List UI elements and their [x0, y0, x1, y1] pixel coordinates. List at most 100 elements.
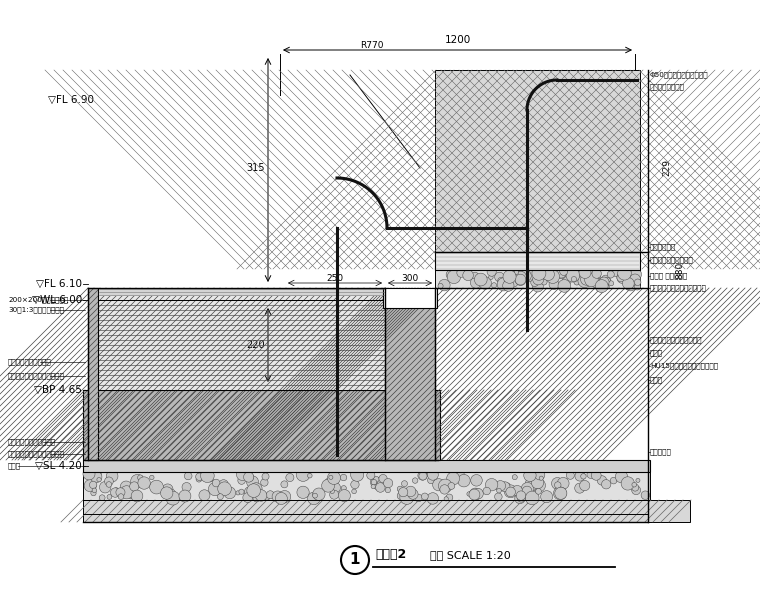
Circle shape: [625, 275, 631, 281]
Circle shape: [350, 468, 364, 481]
Circle shape: [566, 471, 575, 479]
Circle shape: [138, 477, 150, 489]
Text: 30厚1:3水泥砂浆找平层: 30厚1:3水泥砂浆找平层: [8, 307, 64, 313]
Circle shape: [281, 481, 288, 488]
Circle shape: [522, 486, 532, 496]
Circle shape: [208, 477, 213, 482]
Circle shape: [130, 482, 139, 491]
Text: 动生产厂家到测制: 动生产厂家到测制: [650, 84, 685, 90]
Circle shape: [373, 476, 379, 482]
Bar: [83, 460, 650, 472]
Circle shape: [340, 474, 347, 481]
Circle shape: [447, 270, 461, 284]
Circle shape: [532, 281, 543, 292]
Text: 防锈底: 防锈底: [650, 376, 663, 384]
Circle shape: [182, 483, 192, 491]
Circle shape: [575, 483, 584, 493]
Circle shape: [239, 489, 244, 494]
Circle shape: [286, 474, 294, 481]
Circle shape: [330, 489, 334, 493]
Circle shape: [531, 477, 543, 489]
Circle shape: [530, 278, 539, 287]
Circle shape: [397, 492, 405, 500]
Circle shape: [330, 490, 339, 499]
Circle shape: [428, 477, 435, 484]
Circle shape: [570, 273, 577, 280]
Circle shape: [609, 281, 613, 286]
Circle shape: [238, 477, 245, 484]
Circle shape: [587, 274, 597, 284]
Text: 剪面图2: 剪面图2: [375, 549, 407, 562]
Circle shape: [440, 485, 449, 494]
Circle shape: [521, 483, 534, 495]
Circle shape: [250, 483, 262, 494]
Text: 250: 250: [327, 274, 344, 283]
Circle shape: [503, 270, 516, 283]
Circle shape: [518, 270, 526, 278]
Circle shape: [500, 276, 506, 282]
Circle shape: [496, 489, 502, 493]
Circle shape: [92, 488, 97, 493]
Bar: [88, 288, 98, 460]
Circle shape: [421, 493, 428, 500]
Text: Φ50不锈钙泳池扶手栏杆嵌: Φ50不锈钙泳池扶手栏杆嵌: [650, 72, 708, 78]
Circle shape: [512, 486, 522, 496]
Circle shape: [261, 478, 268, 486]
Circle shape: [557, 477, 569, 489]
Circle shape: [166, 491, 180, 505]
Bar: [436, 70, 639, 269]
Text: 聚氨酯防水层垒层防水混准土: 聚氨酯防水层垒层防水混准土: [650, 285, 707, 291]
Circle shape: [97, 477, 101, 482]
Bar: [83, 390, 440, 460]
Circle shape: [487, 267, 496, 276]
Circle shape: [212, 479, 220, 487]
Circle shape: [632, 486, 641, 494]
Text: 钉筋混准土池底及主体结构: 钉筋混准土池底及主体结构: [650, 337, 702, 343]
Text: 钉筋混准土池底及主体结构板: 钉筋混准土池底及主体结构板: [8, 373, 65, 379]
Bar: [385, 288, 435, 460]
Circle shape: [607, 271, 614, 278]
Circle shape: [224, 487, 236, 499]
Circle shape: [525, 491, 539, 504]
Circle shape: [473, 489, 483, 499]
Circle shape: [515, 270, 518, 274]
Circle shape: [246, 476, 258, 488]
Circle shape: [504, 485, 517, 498]
Circle shape: [513, 268, 525, 281]
Circle shape: [622, 277, 634, 289]
Circle shape: [479, 277, 492, 289]
Text: HU15细颗粒混准土主体结构层: HU15细颗粒混准土主体结构层: [650, 363, 718, 369]
Bar: [85, 390, 438, 460]
Circle shape: [162, 484, 173, 494]
Circle shape: [385, 487, 391, 493]
Text: 土夹灰: 土夹灰: [650, 350, 663, 356]
Circle shape: [236, 491, 240, 495]
Circle shape: [245, 487, 255, 497]
Circle shape: [572, 277, 577, 282]
Circle shape: [532, 266, 546, 280]
Circle shape: [370, 477, 380, 487]
Circle shape: [524, 469, 536, 481]
Circle shape: [559, 267, 568, 276]
Bar: [435, 70, 640, 270]
Circle shape: [196, 476, 201, 482]
Circle shape: [558, 280, 571, 292]
Circle shape: [106, 470, 118, 482]
Circle shape: [150, 475, 154, 480]
Circle shape: [539, 476, 543, 480]
Circle shape: [329, 476, 333, 480]
Text: 880: 880: [675, 261, 684, 278]
Circle shape: [199, 490, 210, 501]
Text: 防滑砖 花岗岩铺面: 防滑砖 花岗岩铺面: [650, 273, 687, 279]
Circle shape: [458, 474, 470, 487]
Circle shape: [573, 273, 584, 284]
Circle shape: [495, 493, 502, 500]
Bar: [435, 252, 640, 270]
Circle shape: [84, 480, 97, 491]
Circle shape: [535, 277, 542, 284]
Circle shape: [601, 275, 610, 284]
Circle shape: [518, 494, 525, 502]
Circle shape: [515, 493, 525, 504]
Text: 花岗岩铺面板: 花岗岩铺面板: [650, 244, 676, 250]
Circle shape: [279, 490, 291, 503]
